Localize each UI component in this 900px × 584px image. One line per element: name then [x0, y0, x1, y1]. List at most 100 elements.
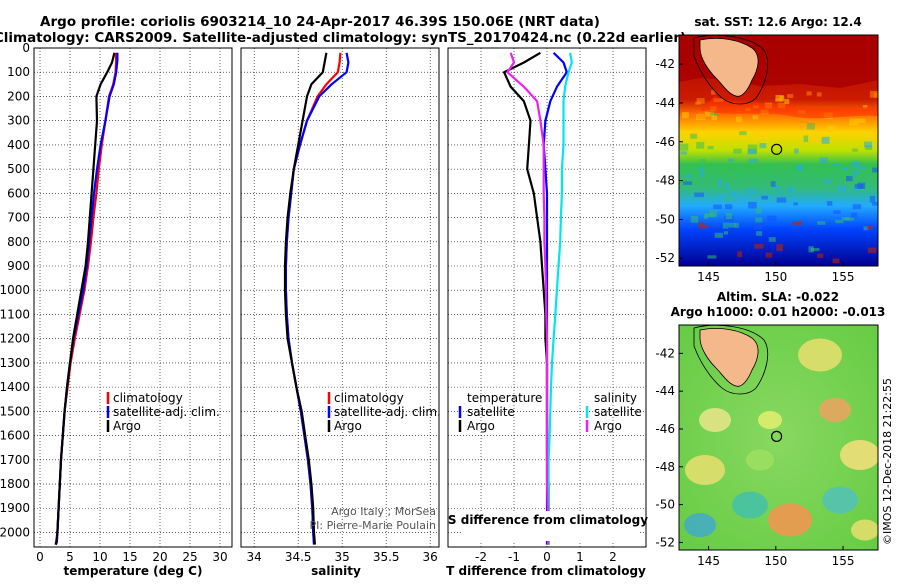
sst-texture-cell: [827, 125, 836, 131]
difference-series: [503, 51, 573, 545]
legend-label-climatology: climatology: [334, 391, 404, 405]
sst-texture-cell: [699, 167, 704, 172]
sst-texture-cell: [679, 143, 689, 151]
legend-label-s-argo: Argo: [594, 419, 622, 433]
x-tick-label: 20: [152, 550, 167, 564]
sst-texture-cell: [731, 190, 738, 198]
sla-eddy: [746, 449, 774, 471]
sst-texture-cell: [711, 90, 716, 95]
x-tick-label: 35: [335, 550, 350, 564]
sst-texture-cell: [806, 91, 812, 96]
sst-texture-cell: [699, 158, 706, 162]
sst-texture-cell: [770, 181, 776, 187]
sst-texture-cell: [733, 148, 742, 154]
sst-texture-cell: [748, 201, 757, 209]
sst-texture-cell: [826, 200, 833, 206]
sst-texture-cell: [746, 188, 756, 194]
depth-tick-label: 1700: [0, 453, 30, 467]
longitude-tick-label: 145: [697, 270, 720, 284]
temperature-legend: climatology satellite-adj. clim. Argo: [106, 391, 220, 433]
sst-texture-cell: [858, 118, 866, 124]
x-tick-label: 10: [92, 550, 107, 564]
sst-texture-cell: [803, 135, 809, 143]
sla-eddy: [798, 338, 842, 372]
sst-texture-cell: [748, 129, 758, 133]
depth-tick-label: 1200: [0, 332, 30, 346]
x-tick-label: 25: [182, 550, 197, 564]
sst-texture-cell: [794, 148, 799, 154]
x-tick-label: 0: [36, 550, 44, 564]
sst-texture-cell: [710, 112, 719, 116]
sst-texture-cell: [768, 237, 776, 242]
sst-texture-cell: [705, 213, 715, 218]
sst-field: [679, 35, 878, 266]
sst-texture-cell: [774, 185, 781, 191]
sst-texture-cell: [865, 145, 873, 150]
sst-texture-cell: [819, 157, 828, 164]
sst-front: [700, 96, 878, 119]
salinity-legend: climatology satellite-adj. clim. Argo: [327, 391, 441, 433]
depth-tick-label: 300: [7, 114, 30, 128]
legend-label-argo: Argo: [113, 419, 141, 433]
sla-map-title-line2: Argo h1000: 0.01 h2000: -0.013: [671, 305, 886, 319]
sst-texture-cell: [851, 212, 858, 218]
x-tick-label: 1: [576, 550, 584, 564]
difference-salinity-legend: salinity satellite Argo: [585, 391, 642, 433]
sst-longitude-ticks: 145 150 155: [697, 262, 854, 284]
sst-texture-cell: [787, 94, 794, 98]
legend-label-t-satellite: satellite: [467, 405, 515, 419]
depth-tick-label: 1600: [0, 429, 30, 443]
sst-texture-cell: [723, 196, 734, 202]
latitude-tick-label: -50: [655, 212, 675, 226]
sst-texture-cell: [872, 202, 878, 206]
sst-texture-cell: [747, 144, 758, 151]
t-difference-axis-label: T difference from climatology: [446, 564, 646, 578]
depth-tick-label: 900: [7, 259, 30, 273]
sst-texture-cell: [810, 247, 820, 252]
sla-latitude-ticks: -42 -44 -46 -48 -50 -52: [655, 346, 683, 549]
depth-tick-label: 1400: [0, 380, 30, 394]
sst-texture-cell: [837, 185, 847, 192]
x-tick-label: 30: [212, 550, 227, 564]
sst-bathymetry-contour: [693, 35, 769, 105]
depth-tick-labels: 0 100 200 300 400 500 600 700 800 900 1000 1100 1200…: [0, 41, 30, 539]
legend-label-argo: Argo: [334, 419, 362, 433]
sst-texture-cell: [759, 143, 767, 149]
temperature-tick-labels: 0 5 10 15 20 25 30: [36, 550, 227, 564]
sst-texture-cell: [748, 158, 758, 163]
sst-texture-cell: [781, 161, 792, 168]
depth-tick-label: 1500: [0, 404, 30, 418]
x-tick-label: 34: [247, 550, 262, 564]
sst-texture-cell: [816, 92, 822, 97]
sst-texture-cell: [773, 167, 782, 172]
sst-texture-cell: [722, 222, 729, 229]
temperature-axis-label: temperature (deg C): [64, 564, 203, 578]
sst-texture-cell: [869, 195, 876, 203]
x-tick-label: 34.5: [285, 550, 312, 564]
sst-texture-cell: [872, 167, 878, 173]
sst-texture-cell: [863, 226, 868, 231]
sst-texture-cell: [725, 212, 733, 220]
sla-eddy: [840, 440, 878, 470]
latitude-tick-label: -42: [655, 346, 675, 360]
sla-eddy: [768, 503, 812, 537]
sst-texture-cell: [821, 136, 830, 144]
sst-texture-cell: [698, 222, 705, 229]
sst-texture-cell: [690, 216, 699, 223]
imos-credit: ©IMOS 12-Dec-2018 21:22:55: [881, 378, 894, 545]
legend-label-t-argo: Argo: [467, 419, 495, 433]
sst-texture-cell: [735, 116, 742, 123]
t-difference-tick-labels: -2 -1 0 1 2: [475, 550, 617, 564]
sst-texture-cell: [713, 204, 722, 209]
tasmania-landmass: [699, 328, 759, 387]
temperature-series: [54, 52, 119, 546]
salinity-tick-labels: 34 34.5 35 35.5 36: [247, 550, 438, 564]
sst-texture-cell: [853, 186, 859, 192]
latitude-tick-label: -52: [655, 535, 675, 549]
longitude-tick-label: 155: [832, 554, 855, 568]
tasmania-landmass: [699, 38, 759, 97]
sst-texture-cell: [747, 148, 757, 155]
salinity-panel: 34 34.5 35 35.5 36 salinity climatology sate…: [240, 47, 441, 578]
sst-texture-cell: [681, 112, 689, 119]
